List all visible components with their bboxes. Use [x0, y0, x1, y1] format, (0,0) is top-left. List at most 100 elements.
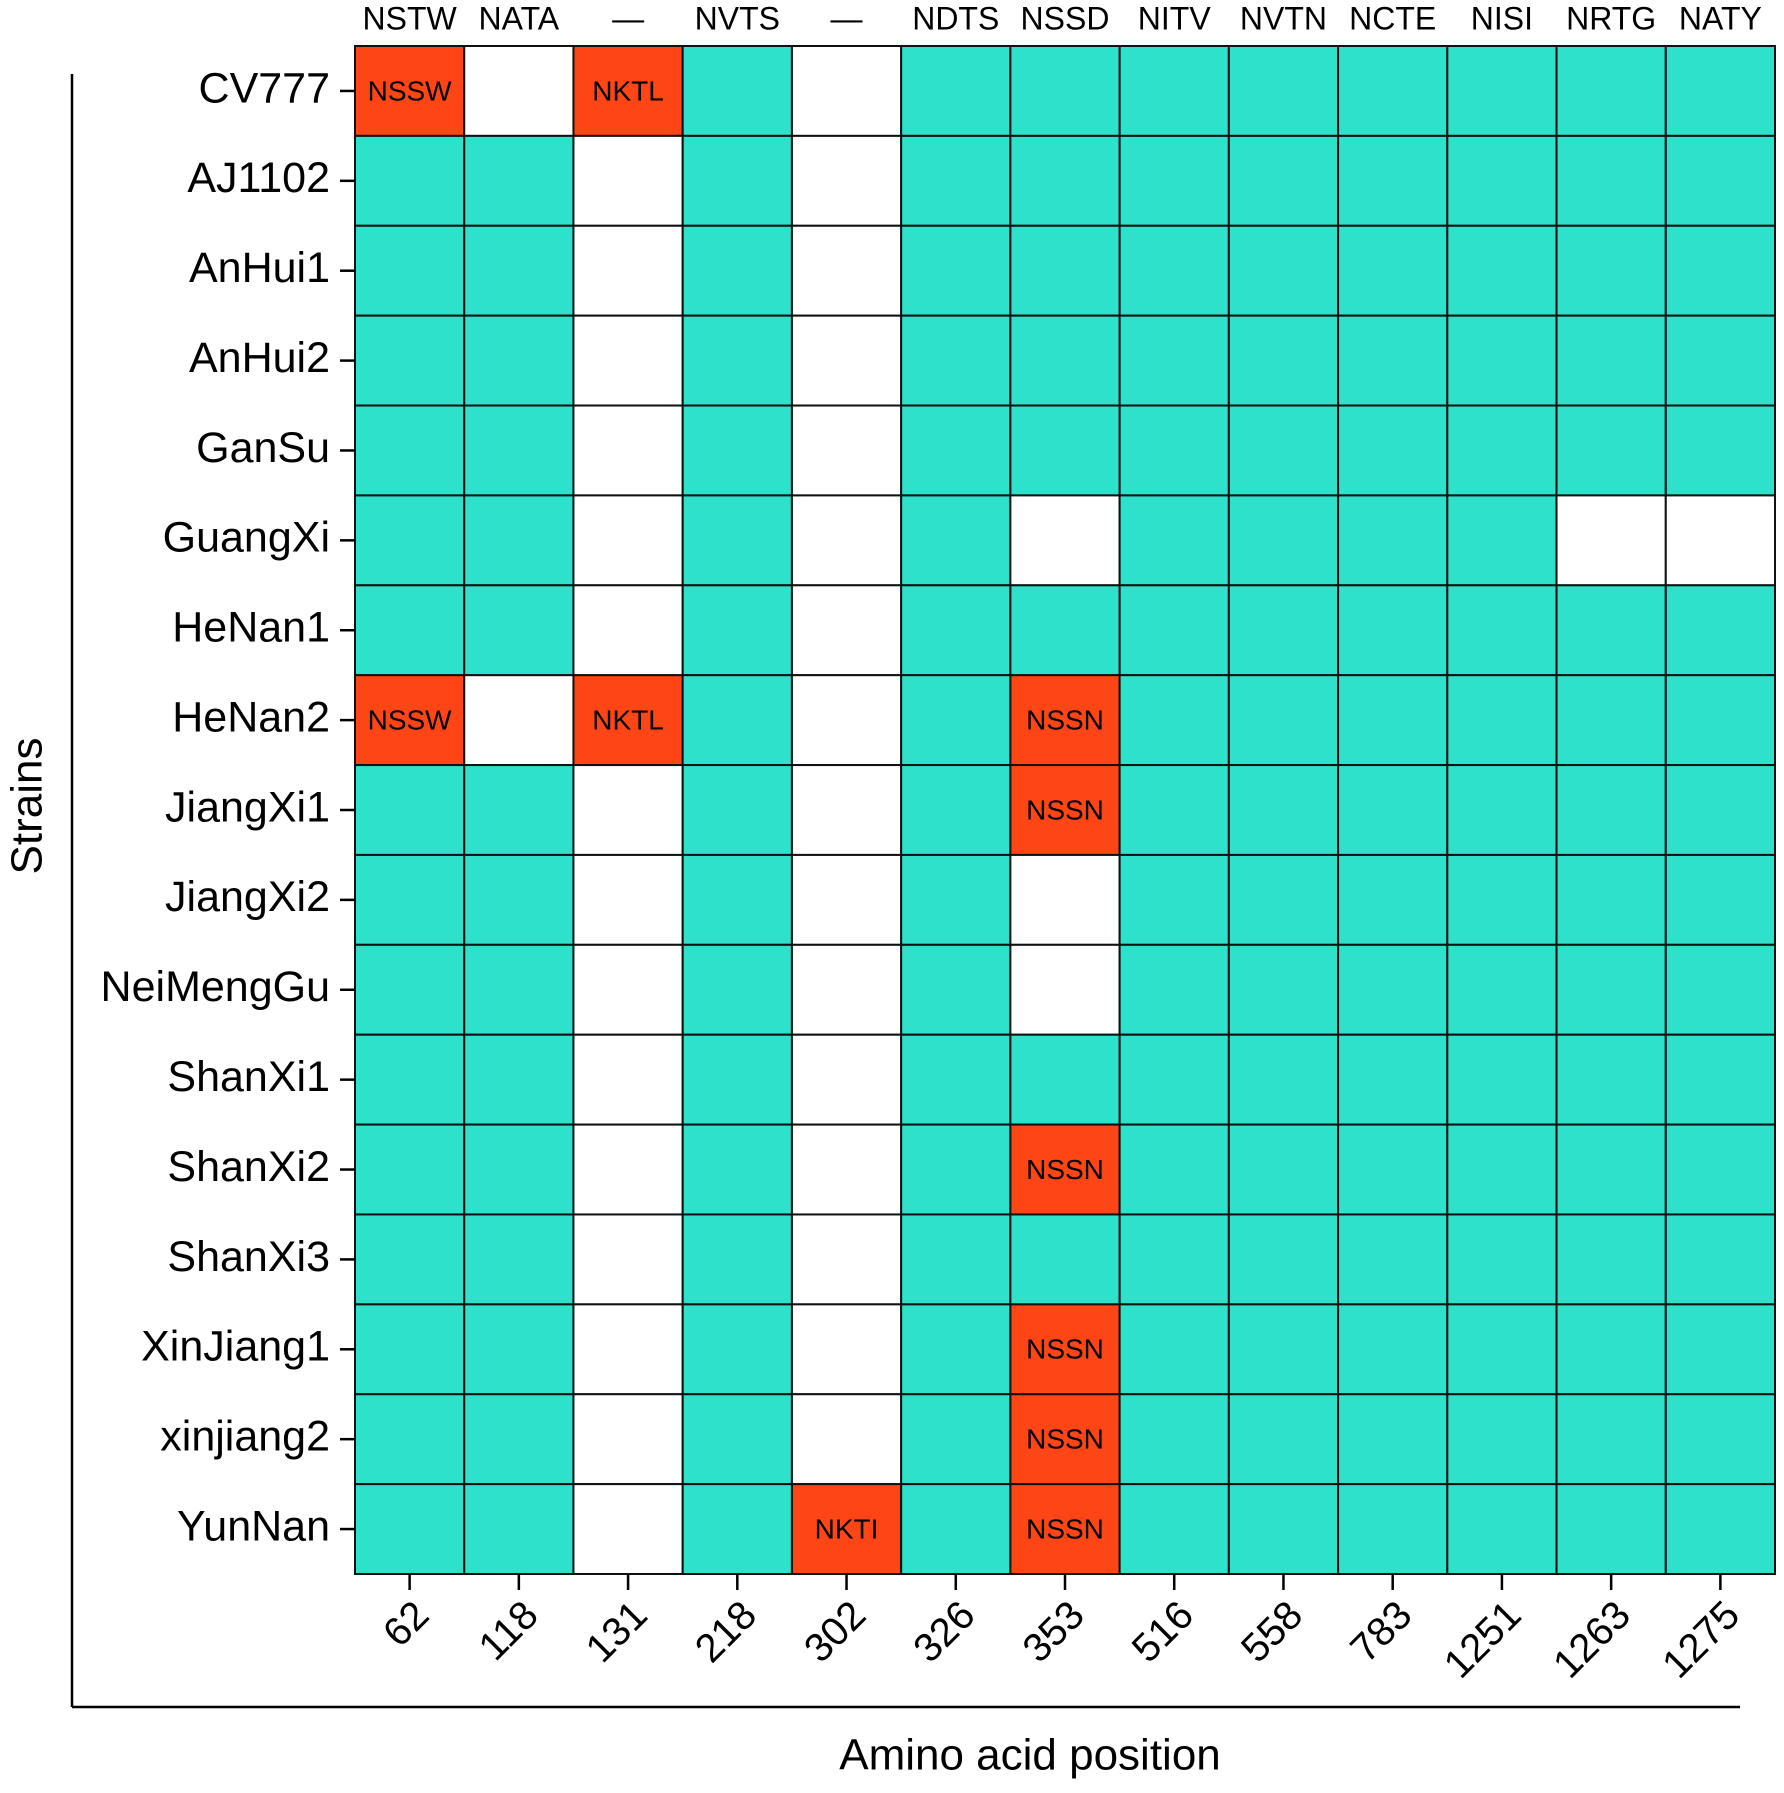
heatmap-cell — [681, 853, 793, 946]
heatmap-cell — [1118, 943, 1230, 1036]
heatmap-cell — [572, 404, 684, 497]
heatmap-cell — [1118, 224, 1230, 317]
x-tick-label: 131 — [578, 1593, 656, 1671]
heatmap-cell — [681, 1123, 793, 1216]
heatmap-cell — [354, 1033, 466, 1126]
heatmap-cell — [1009, 1213, 1121, 1306]
heatmap-cell — [1555, 584, 1667, 677]
heatmap-cell — [463, 494, 575, 587]
heatmap-cell — [1118, 1123, 1230, 1216]
cell-label: NSSW — [368, 705, 453, 736]
x-tick-label: 558 — [1233, 1593, 1311, 1671]
heatmap-cell — [1555, 134, 1667, 227]
heatmap-cell — [463, 134, 575, 227]
y-tick-label: GanSu — [196, 424, 330, 472]
cell-label: NSSN — [1026, 1154, 1104, 1185]
heatmap-cell — [1664, 1123, 1777, 1216]
heatmap-cell — [1227, 45, 1340, 137]
heatmap-cell — [1555, 1123, 1667, 1216]
heatmap-cell — [572, 1033, 684, 1126]
heatmap-cell — [1227, 1033, 1340, 1126]
heatmap-cell — [1446, 584, 1558, 677]
heatmap-cell — [1446, 314, 1558, 407]
heatmap-cell — [1337, 1303, 1449, 1396]
heatmap-cell — [1009, 1033, 1121, 1126]
heatmap-cell — [1555, 1483, 1667, 1576]
heatmap-cell — [1664, 1213, 1777, 1306]
heatmap-cell — [572, 584, 684, 677]
cell-label: NSSN — [1026, 1513, 1104, 1544]
heatmap-cell — [572, 764, 684, 856]
heatmap-cell — [1664, 45, 1777, 137]
heatmap-cell — [572, 1213, 684, 1306]
heatmap-cell — [1118, 494, 1230, 587]
cell-label: NKTL — [592, 75, 664, 106]
heatmap-cell — [1118, 1483, 1230, 1576]
heatmap-cell — [1227, 764, 1340, 856]
y-tick-label: AJ1102 — [187, 154, 330, 202]
heatmap-cell — [681, 1033, 793, 1126]
heatmap-cell — [463, 584, 575, 677]
heatmap-cell — [900, 404, 1012, 497]
heatmap-cell — [463, 1393, 575, 1486]
heatmap-cell — [1118, 1303, 1230, 1396]
heatmap-cell — [572, 943, 684, 1036]
cell-label: NKTL — [592, 705, 664, 736]
heatmap-cell — [1664, 1303, 1777, 1396]
heatmap-cell — [1555, 1303, 1667, 1396]
cell-label: NSSN — [1026, 705, 1104, 736]
heatmap-cell — [1446, 224, 1558, 317]
heatmap-cell — [1118, 1393, 1230, 1486]
y-tick-label: ShanXi3 — [167, 1233, 330, 1281]
y-tick-label: JiangXi1 — [165, 783, 330, 831]
heatmap-cell — [681, 764, 793, 856]
heatmap-cell — [1446, 494, 1558, 587]
y-tick-label: HeNan1 — [172, 604, 330, 652]
heatmap-cell — [900, 494, 1012, 587]
y-tick-label: HeNan2 — [172, 693, 330, 741]
heatmap-cell — [1009, 314, 1121, 407]
heatmap-cell — [1337, 494, 1449, 587]
heatmap-cell — [790, 45, 903, 137]
heatmap-cell — [572, 1393, 684, 1486]
x-tick-label: 1251 — [1436, 1593, 1530, 1687]
x-tick-label: 302 — [796, 1593, 874, 1671]
heatmap-cell — [900, 764, 1012, 856]
column-label: NSSD — [1021, 0, 1110, 36]
heatmap-cell — [1227, 584, 1340, 677]
heatmap-cell — [1227, 1123, 1340, 1216]
heatmap-cell — [900, 674, 1012, 767]
heatmap-cell — [1446, 1303, 1558, 1396]
heatmap-cell — [790, 943, 903, 1036]
heatmap-cell — [681, 943, 793, 1036]
heatmap-cell — [354, 134, 466, 227]
heatmap-cell — [1446, 1393, 1558, 1486]
heatmap-cell — [1009, 134, 1121, 227]
heatmap-cell — [463, 1123, 575, 1216]
heatmap-cell — [1118, 584, 1230, 677]
heatmap-cell — [1446, 1483, 1558, 1576]
heatmap-cell — [900, 1483, 1012, 1576]
heatmap-cell — [354, 494, 466, 587]
heatmap-cell — [1664, 943, 1777, 1036]
y-tick-label: JiangXi2 — [165, 873, 330, 921]
column-label: NRTG — [1566, 0, 1656, 36]
x-tick-label: 1263 — [1545, 1593, 1639, 1687]
heatmap-cell — [1337, 1213, 1449, 1306]
heatmap-cell — [463, 764, 575, 856]
column-label: NVTS — [695, 0, 780, 36]
heatmap-cell — [354, 1483, 466, 1576]
y-tick-label: AnHui2 — [189, 334, 330, 382]
heatmap-cell — [1446, 674, 1558, 767]
heatmap-cell — [1118, 674, 1230, 767]
heatmap-cell — [1227, 943, 1340, 1036]
heatmap-cell — [354, 853, 466, 946]
x-tick-label: 326 — [905, 1593, 983, 1671]
heatmap-cell — [681, 1483, 793, 1576]
heatmap-cell — [463, 1303, 575, 1396]
heatmap-cell — [790, 1393, 903, 1486]
heatmap-cell — [1337, 943, 1449, 1036]
heatmap-cell — [790, 584, 903, 677]
heatmap-cell — [1446, 853, 1558, 946]
column-label: — — [831, 0, 863, 36]
